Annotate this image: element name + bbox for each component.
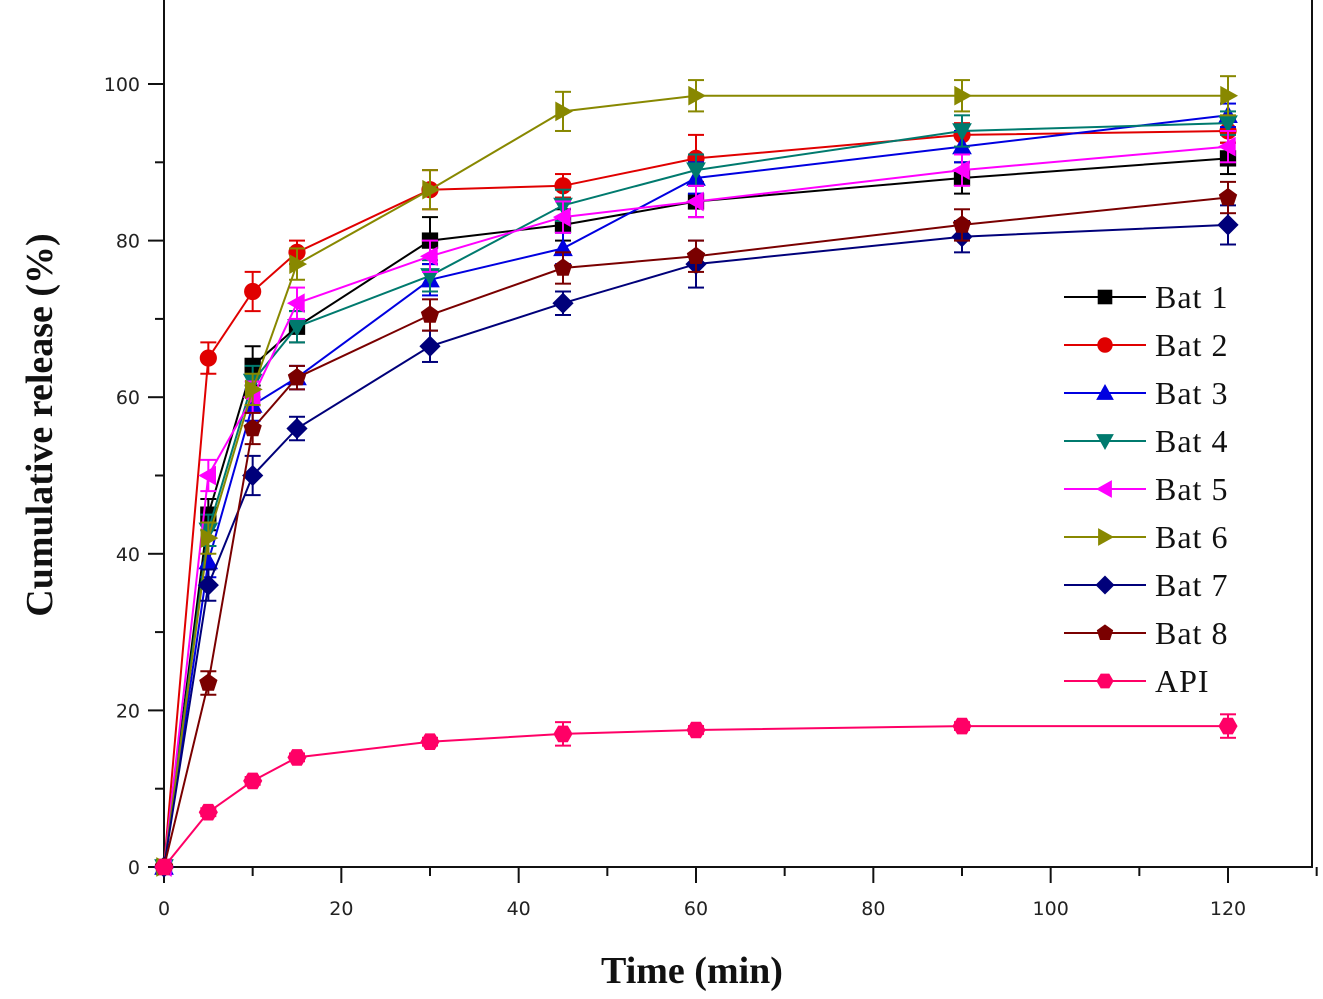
y-tick-label: 80: [116, 231, 140, 253]
series-line: [163, 122, 1229, 868]
triangle-left-marker: [685, 191, 704, 212]
legend-label: Bat 5: [1155, 471, 1228, 507]
y-tick-label: 40: [116, 544, 140, 566]
pentagon-marker: [287, 367, 307, 386]
triangle-right-marker: [555, 101, 574, 122]
diamond-marker: [286, 417, 308, 440]
legend-item: Bat 6: [1064, 519, 1228, 555]
hexagon-marker: [243, 772, 263, 790]
series-bat-8: [154, 180, 1238, 875]
x-tick-label: 40: [507, 898, 531, 920]
legend-label: Bat 6: [1155, 519, 1228, 555]
triangle-down-marker: [1096, 434, 1114, 451]
series-line: [163, 725, 1228, 868]
pentagon-marker: [199, 673, 218, 691]
triangle-right-marker: [1220, 85, 1239, 106]
legend-label: Bat 7: [1155, 567, 1228, 603]
legend-item: API: [1064, 663, 1210, 699]
triangle-up-marker: [1096, 383, 1114, 400]
pentagon-marker: [553, 258, 573, 276]
hexagon-marker: [154, 858, 174, 876]
triangle-left-marker: [198, 465, 216, 486]
legend-label: Bat 8: [1155, 615, 1228, 651]
triangle-left-marker: [552, 207, 571, 227]
plot-border: [163, 0, 1313, 868]
legend-label: Bat 1: [1155, 279, 1228, 315]
triangle-left-marker: [419, 246, 438, 267]
x-tick-label: 60: [684, 898, 708, 920]
pentagon-marker: [1096, 624, 1114, 640]
x-tick-label: 80: [861, 898, 885, 920]
triangle-left-marker: [1217, 136, 1236, 157]
triangle-down-marker: [686, 162, 706, 181]
diamond-marker: [197, 574, 219, 596]
diamond-marker: [242, 464, 264, 487]
axes: 0 20 40 60 80 100 120 0 20 40 60 80 100: [104, 74, 1318, 920]
hexagon-marker: [420, 733, 440, 750]
square-marker: [1097, 289, 1113, 305]
x-tick-label: 0: [158, 898, 170, 920]
legend-label: Bat 4: [1155, 423, 1228, 459]
y-axis-title: Cumulative release (%): [19, 233, 61, 616]
x-axis-title: Time (min): [601, 950, 783, 992]
series-line: [163, 223, 1229, 868]
series-layer: [153, 75, 1239, 878]
legend-label: API: [1155, 663, 1210, 699]
x-tick-label: 120: [1210, 898, 1246, 920]
pentagon-marker: [952, 215, 972, 233]
hexagon-marker: [686, 721, 706, 739]
hexagon-marker: [952, 717, 972, 735]
pentagon-marker: [1218, 187, 1238, 206]
circle-marker: [199, 349, 217, 367]
diamond-marker: [552, 292, 574, 314]
series-api: [154, 713, 1238, 876]
hexagon-marker: [287, 749, 307, 766]
legend-item: Bat 3: [1064, 375, 1228, 411]
y-tick-label: 60: [116, 387, 140, 409]
y-tick-label: 100: [104, 74, 140, 96]
legend-item: Bat 4: [1064, 423, 1228, 459]
triangle-right-marker: [954, 85, 973, 106]
x-tick-label: 20: [329, 898, 353, 920]
pentagon-marker: [420, 305, 440, 323]
legend-item: Bat 2: [1064, 327, 1228, 363]
triangle-right-marker: [289, 254, 308, 274]
triangle-right-marker: [688, 85, 707, 106]
triangle-right-marker: [200, 528, 219, 548]
triangle-left-marker: [286, 293, 305, 314]
diamond-marker: [1217, 214, 1239, 236]
legend-item: Bat 5: [1064, 471, 1228, 507]
plot-frame: [163, 0, 1313, 868]
legend: Bat 1 Bat 2 Bat 3 Bat 4 Bat 5 Bat 6 Bat 7 Bat 8…: [1064, 279, 1228, 699]
circle-marker: [244, 282, 262, 301]
legend-item: Bat 7: [1064, 567, 1228, 603]
pentagon-marker: [243, 418, 262, 437]
triangle-right-marker: [1098, 528, 1115, 546]
hexagon-marker: [1096, 673, 1114, 689]
triangle-right-marker: [422, 179, 441, 200]
legend-label: Bat 3: [1155, 375, 1228, 411]
legend-item: Bat 8: [1064, 615, 1228, 651]
triangle-right-marker: [245, 379, 263, 400]
y-tick-label: 20: [116, 700, 140, 722]
triangle-left-marker: [1095, 480, 1112, 498]
triangle-left-marker: [951, 160, 970, 180]
hexagon-marker: [198, 803, 218, 821]
hexagon-marker: [1218, 717, 1238, 735]
series-bat-7: [153, 204, 1239, 878]
pentagon-marker: [686, 246, 706, 264]
series-bat-4: [154, 110, 1238, 878]
circle-marker: [1097, 337, 1113, 353]
hexagon-marker: [553, 725, 573, 743]
diamond-marker: [1095, 575, 1115, 595]
legend-item: Bat 1: [1064, 279, 1228, 315]
y-tick-label: 0: [128, 857, 140, 879]
diamond-marker: [419, 335, 441, 357]
triangle-down-marker: [952, 123, 972, 142]
legend-label: Bat 2: [1155, 327, 1228, 363]
x-tick-label: 100: [1033, 898, 1069, 920]
